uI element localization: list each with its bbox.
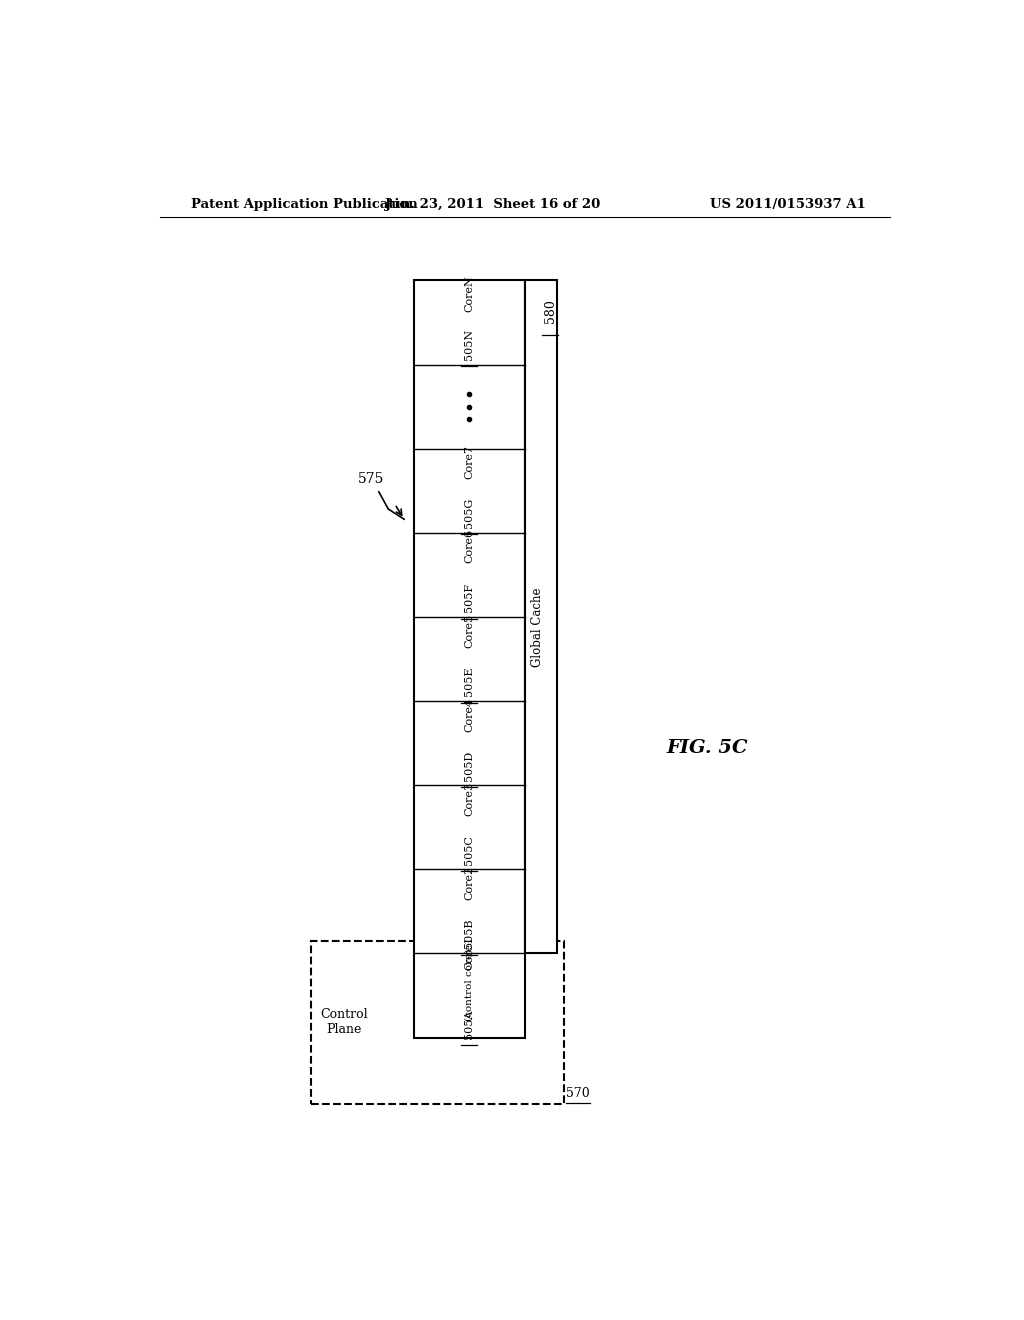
- Text: 505B: 505B: [464, 919, 474, 949]
- Text: Core4: Core4: [464, 697, 474, 731]
- Bar: [414, 280, 524, 1038]
- Text: Jun. 23, 2011  Sheet 16 of 20: Jun. 23, 2011 Sheet 16 of 20: [385, 198, 601, 211]
- Text: Core7: Core7: [464, 445, 474, 479]
- Text: 505E: 505E: [464, 667, 474, 696]
- Text: Core5: Core5: [464, 614, 474, 648]
- Text: Control
Plane: Control Plane: [321, 1008, 368, 1036]
- Bar: [310, 941, 564, 1104]
- Text: (control core): (control core): [465, 949, 474, 1022]
- Text: 575: 575: [358, 471, 385, 486]
- Text: 505N: 505N: [464, 329, 474, 360]
- Text: 505F: 505F: [464, 582, 474, 611]
- Text: Core3: Core3: [464, 781, 474, 816]
- Text: Global Cache: Global Cache: [531, 587, 544, 667]
- Text: 505G: 505G: [464, 498, 474, 528]
- Text: 505C: 505C: [464, 834, 474, 865]
- Text: Core2: Core2: [464, 866, 474, 900]
- Text: Core6: Core6: [464, 529, 474, 564]
- Text: 505A: 505A: [464, 1010, 474, 1039]
- Text: CoreN: CoreN: [464, 276, 474, 313]
- Text: 570: 570: [566, 1086, 590, 1100]
- Text: US 2011/0153937 A1: US 2011/0153937 A1: [711, 198, 866, 211]
- Bar: [524, 280, 557, 953]
- Text: 505D: 505D: [464, 750, 474, 780]
- Text: Core1: Core1: [464, 936, 474, 970]
- Text: 580: 580: [544, 298, 557, 323]
- Text: Patent Application Publication: Patent Application Publication: [191, 198, 418, 211]
- Text: FIG. 5C: FIG. 5C: [667, 739, 749, 756]
